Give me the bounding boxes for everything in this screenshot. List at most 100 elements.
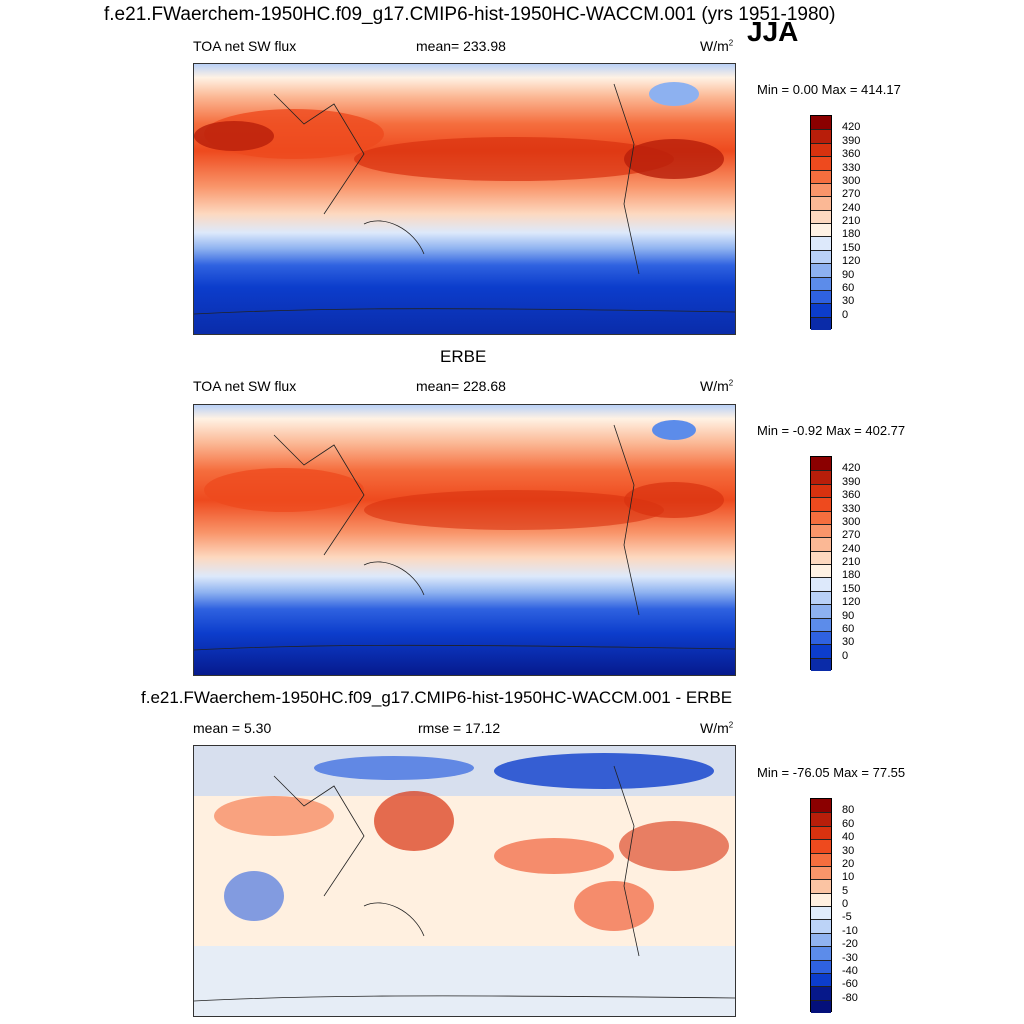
colorbar-segment bbox=[811, 289, 831, 304]
colorbar-segment bbox=[811, 169, 831, 183]
colorbar-tick-label: 210 bbox=[842, 556, 861, 568]
colorbar-tick-label: -60 bbox=[842, 978, 858, 991]
colorbar-tick-label: 10 bbox=[842, 871, 855, 884]
panel3-units: W/m2 bbox=[700, 720, 734, 736]
colorbar-tick-label: -10 bbox=[842, 924, 858, 937]
season-label: JJA bbox=[747, 16, 799, 47]
colorbar-tick-label: 0 bbox=[842, 308, 849, 321]
colorbar-segment bbox=[811, 196, 831, 210]
colorbar-segment bbox=[811, 617, 831, 631]
panel2-colorbar bbox=[810, 456, 832, 671]
colorbar-segment bbox=[811, 657, 831, 671]
colorbar-segment bbox=[811, 852, 831, 866]
colorbar-tick-label: 90 bbox=[842, 609, 855, 622]
colorbar-segment bbox=[811, 316, 831, 330]
colorbar-tick-label: -30 bbox=[842, 951, 858, 964]
colorbar-tick-label: 40 bbox=[842, 831, 855, 844]
colorbar-tick-label: 180 bbox=[842, 228, 861, 241]
colorbar-tick-label: 180 bbox=[842, 569, 861, 582]
colorbar-tick-label: 330 bbox=[842, 161, 861, 174]
colorbar-segment bbox=[811, 959, 831, 973]
panel1-colorbar bbox=[810, 115, 832, 330]
colorbar-tick-label: 5 bbox=[842, 884, 849, 897]
colorbar-tick-label: 420 bbox=[842, 121, 861, 134]
colorbar-segment bbox=[811, 209, 831, 223]
colorbar-tick-label: 30 bbox=[842, 295, 855, 308]
colorbar-segment bbox=[811, 457, 831, 471]
colorbar-tick-label: 270 bbox=[842, 529, 861, 542]
colorbar-tick-label: 150 bbox=[842, 582, 861, 595]
colorbar-segment bbox=[811, 577, 831, 591]
colorbar-segment bbox=[811, 129, 831, 143]
colorbar-tick-label: 90 bbox=[842, 268, 855, 281]
colorbar-segment bbox=[811, 604, 831, 618]
colorbar-segment bbox=[811, 630, 831, 645]
colorbar-segment bbox=[811, 799, 831, 813]
panel1-map bbox=[193, 63, 736, 335]
colorbar-tick-label: 80 bbox=[842, 804, 855, 817]
colorbar-tick-label: 120 bbox=[842, 255, 861, 268]
main-title: f.e21.FWaerchem-1950HC.f09_g17.CMIP6-his… bbox=[104, 4, 836, 25]
colorbar-segment bbox=[811, 483, 831, 498]
colorbar-tick-label: 30 bbox=[842, 636, 855, 649]
panel3-minmax: Min = -76.05 Max = 77.55 bbox=[757, 765, 906, 780]
panel2-minmax: Min = -0.92 Max = 402.77 bbox=[757, 423, 906, 438]
panel1-map-svg bbox=[194, 64, 735, 334]
colorbar-segment bbox=[811, 182, 831, 197]
panel2-units: W/m2 bbox=[700, 378, 734, 394]
panel1-minmax: Min = 0.00 Max = 414.17 bbox=[757, 82, 901, 97]
colorbar-segment bbox=[811, 510, 831, 524]
panel2-left-label: TOA net SW flux bbox=[193, 378, 297, 394]
colorbar-segment bbox=[811, 116, 831, 130]
colorbar-segment bbox=[811, 523, 831, 538]
panel3-colorbar bbox=[810, 798, 832, 1013]
colorbar-segment bbox=[811, 564, 831, 578]
colorbar-segment bbox=[811, 892, 831, 906]
panel3-map-svg bbox=[194, 746, 735, 1016]
colorbar-segment bbox=[811, 932, 831, 947]
colorbar-tick-label: 390 bbox=[842, 134, 861, 147]
colorbar-segment bbox=[811, 276, 831, 290]
colorbar-tick-label: -80 bbox=[842, 991, 858, 1004]
colorbar-tick-label: 270 bbox=[842, 188, 861, 201]
colorbar-segment bbox=[811, 497, 831, 511]
colorbar-tick-label: 20 bbox=[842, 857, 855, 870]
colorbar-segment bbox=[811, 249, 831, 264]
colorbar-segment bbox=[811, 303, 831, 317]
colorbar-tick-label: 300 bbox=[842, 174, 861, 187]
colorbar-segment bbox=[811, 537, 831, 551]
colorbar-tick-label: 150 bbox=[842, 241, 861, 254]
colorbar-segment bbox=[811, 812, 831, 826]
colorbar-tick-label: 240 bbox=[842, 201, 861, 214]
colorbar-tick-label: 60 bbox=[842, 281, 855, 294]
colorbar-segment bbox=[811, 550, 831, 564]
colorbar-segment bbox=[811, 972, 831, 987]
colorbar-segment bbox=[811, 142, 831, 157]
colorbar-tick-label: 0 bbox=[842, 898, 849, 910]
colorbar-segment bbox=[811, 223, 831, 237]
panel3-map bbox=[193, 745, 736, 1017]
colorbar-segment bbox=[811, 825, 831, 840]
colorbar-tick-label: 360 bbox=[842, 489, 861, 502]
panel3-mean-label: mean = 5.30 bbox=[193, 720, 272, 736]
colorbar-tick-label: 210 bbox=[842, 215, 861, 227]
panel2-map bbox=[193, 404, 736, 676]
colorbar-tick-label: 60 bbox=[842, 622, 855, 635]
colorbar-tick-label: 300 bbox=[842, 515, 861, 528]
colorbar-segment bbox=[811, 644, 831, 658]
colorbar-tick-label: 30 bbox=[842, 844, 855, 857]
colorbar-segment bbox=[811, 236, 831, 250]
colorbar-tick-label: -20 bbox=[842, 938, 858, 951]
colorbar-tick-label: -5 bbox=[842, 911, 852, 924]
colorbar-segment bbox=[811, 263, 831, 277]
colorbar-segment bbox=[811, 906, 831, 920]
panel1-mean-label: mean= 233.98 bbox=[416, 38, 506, 54]
panel3-rmse-label: rmse = 17.12 bbox=[418, 720, 501, 736]
colorbar-tick-label: 60 bbox=[842, 817, 855, 830]
colorbar-segment bbox=[811, 590, 831, 605]
colorbar-tick-label: 360 bbox=[842, 148, 861, 161]
panel2-title: ERBE bbox=[440, 347, 487, 366]
colorbar-segment bbox=[811, 156, 831, 170]
colorbar-segment bbox=[811, 879, 831, 893]
colorbar-tick-label: -40 bbox=[842, 964, 858, 977]
